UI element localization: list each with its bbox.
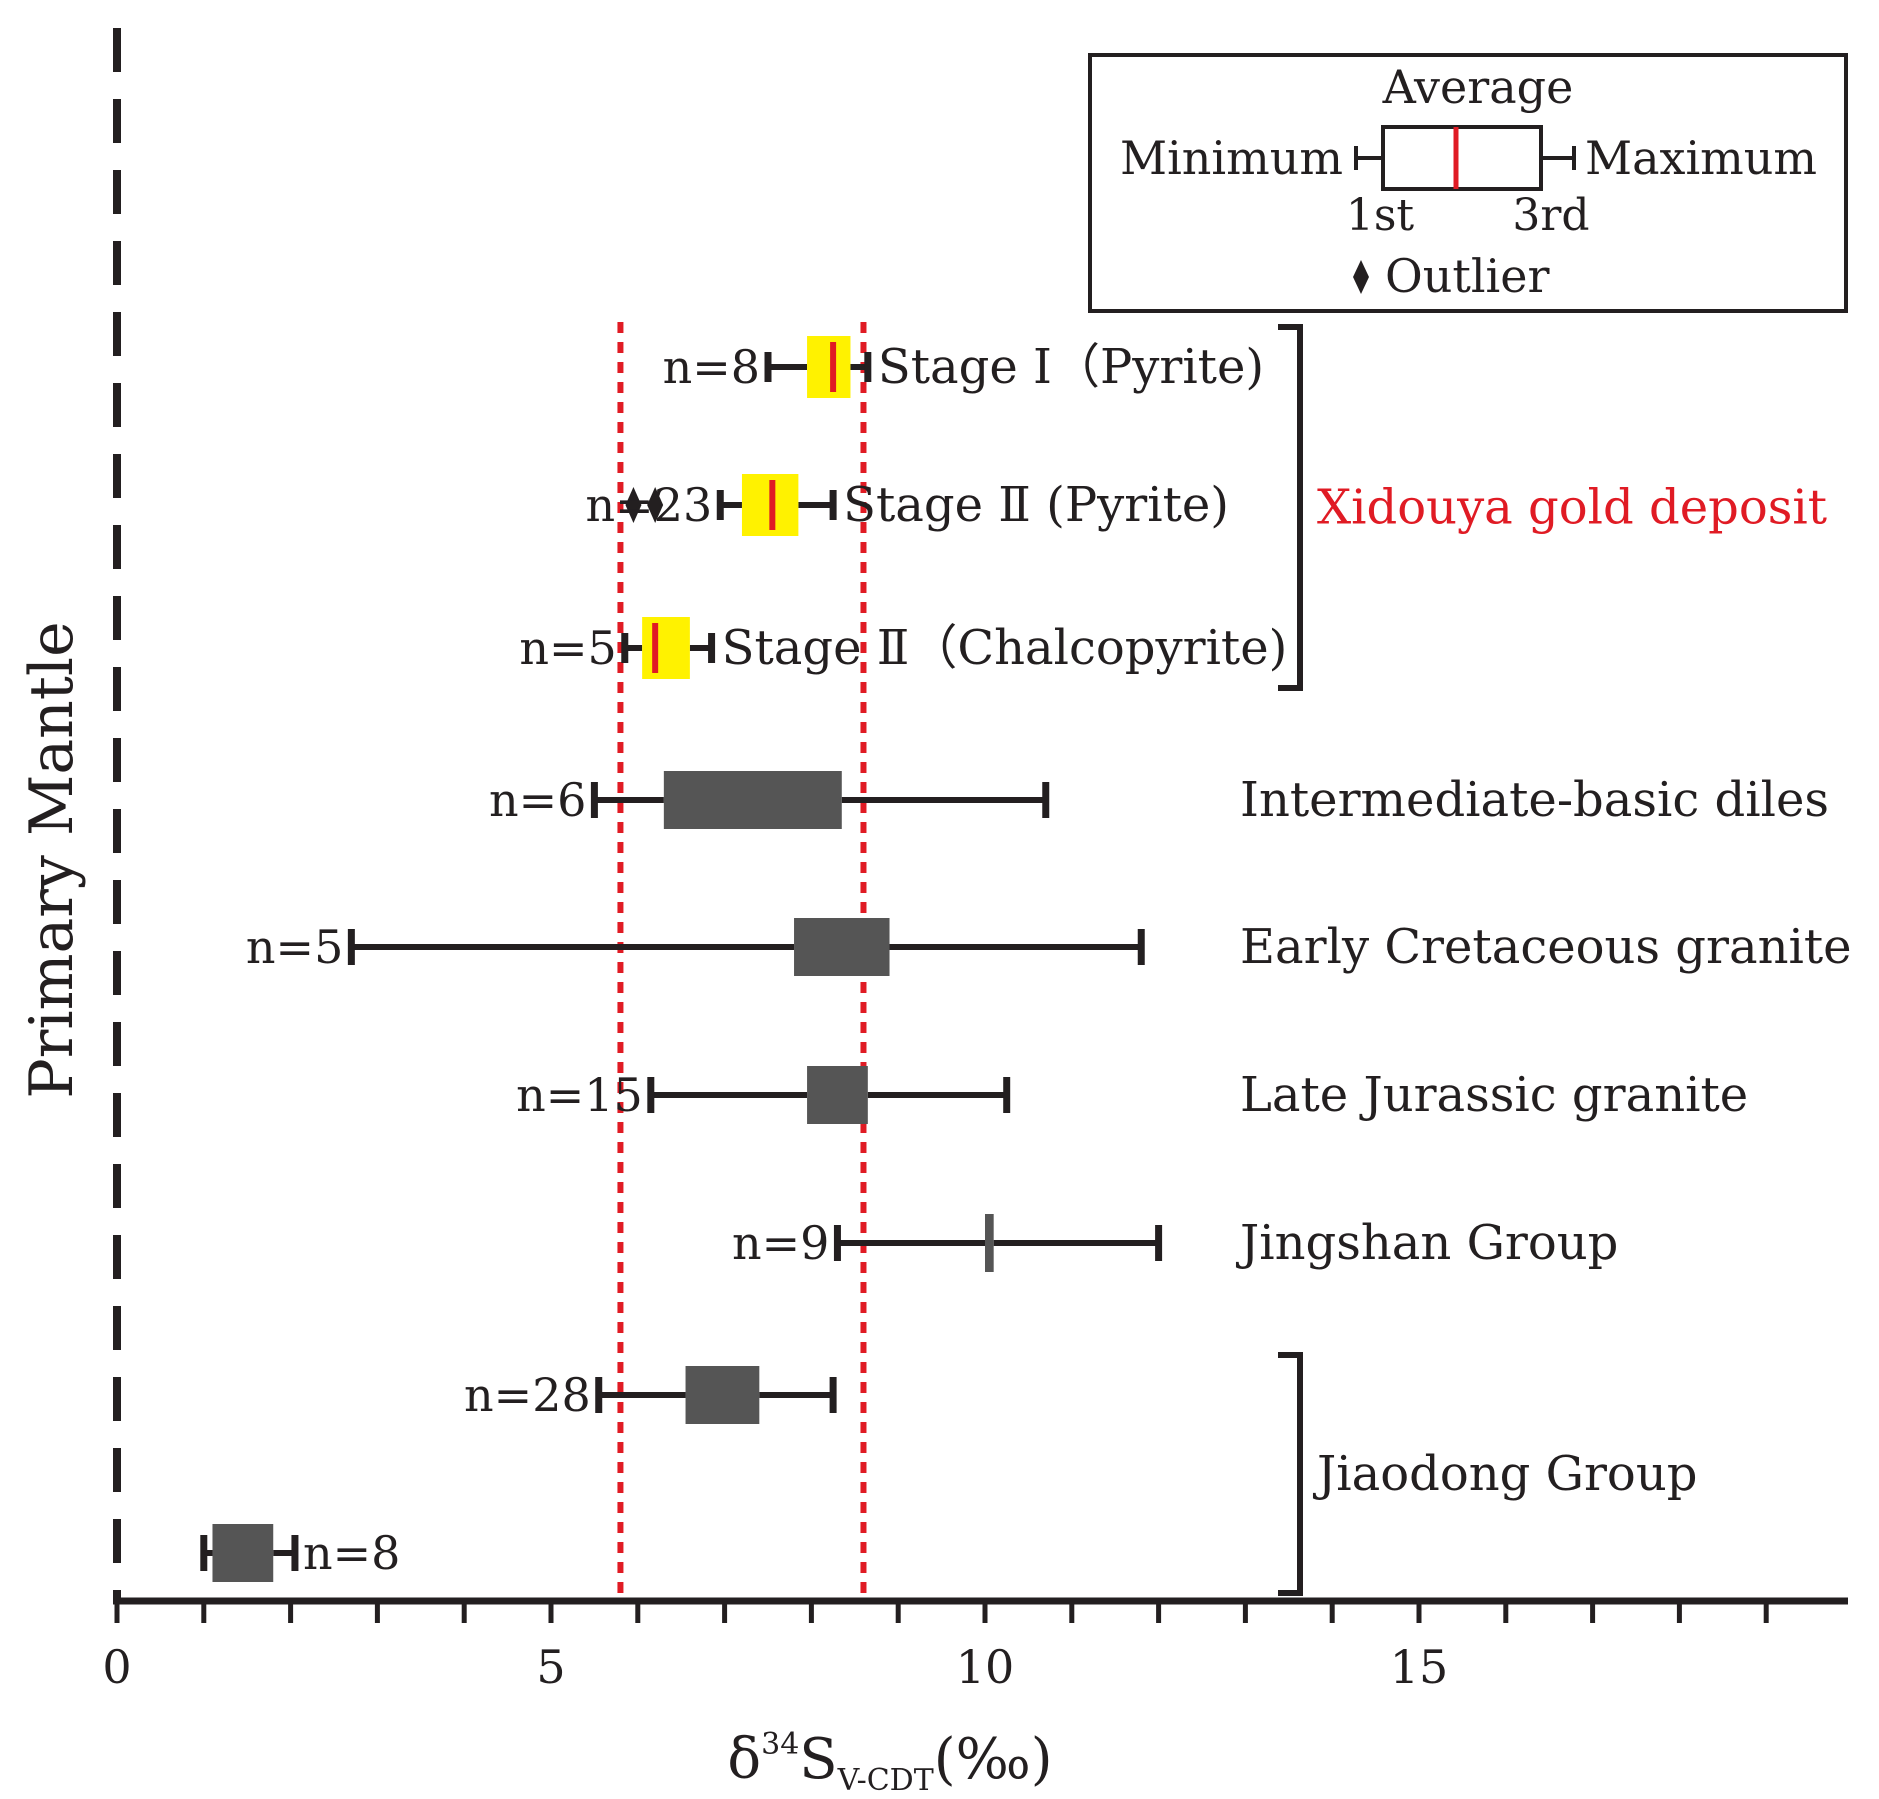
series-label: Late Jurassic granite (1240, 1067, 1748, 1123)
series-label: Intermediate-basic diles (1240, 772, 1829, 828)
series-layer: n=8 Stage Ⅰ（Pyrite)n=23 Stage Ⅱ (Pyrite)n=… (200, 336, 1852, 1582)
box (663, 771, 842, 829)
legend-outlier-label: Outlier (1385, 249, 1549, 303)
n-label: n=23 (586, 478, 713, 532)
n-label: n=8 (303, 1526, 400, 1580)
n-label: n=8 (663, 340, 760, 394)
series-late-jurassic-granite: n=15 Late Jurassic granite (516, 1066, 1748, 1124)
legend: Average Minimum Maximum 1st 3rd Outlier (1088, 53, 1848, 313)
series-jiaodong-group-a: n=28 (464, 1366, 837, 1424)
series-label: Stage Ⅰ（Pyrite) (878, 339, 1264, 395)
series-label: Stage Ⅱ (Pyrite) (843, 477, 1229, 533)
box (807, 336, 851, 398)
series-jingshan-group: n=9 Jingshan Group (732, 1214, 1618, 1272)
group-xidouya: Xidouya gold deposit (1278, 324, 1827, 691)
group-jiaodong: Jiaodong Group (1278, 1352, 1697, 1596)
x-axis: 0 5 10 15 (102, 1597, 1848, 1694)
x-tick-label-10: 10 (956, 1640, 1015, 1694)
box (212, 1524, 274, 1582)
group-bracket (1278, 1352, 1303, 1596)
series-stage2-pyrite: n=23 Stage Ⅱ (Pyrite) (586, 474, 1229, 536)
box (685, 1366, 760, 1424)
box (794, 918, 890, 976)
legend-minimum-label: Minimum (1120, 131, 1343, 185)
x-axis-title-sub: V-CDT (837, 1763, 934, 1798)
x-axis-title-suffix: (‰) (934, 1727, 1053, 1792)
series-label: Early Cretaceous granite (1240, 919, 1852, 975)
n-label: n=28 (464, 1368, 591, 1422)
series-jiaodong-group-b: n=8 (200, 1524, 400, 1582)
outlier-1 (625, 487, 642, 523)
n-label: n=15 (516, 1068, 643, 1122)
group-brackets: Xidouya gold deposit Jiaodong Group (1278, 324, 1827, 1596)
x-axis-title-sup: 34 (761, 1727, 799, 1762)
n-label: n=6 (489, 773, 586, 827)
reference-lines (617, 322, 867, 1601)
series-stage1-pyrite: n=8 Stage Ⅰ（Pyrite) (663, 336, 1264, 398)
series-intermediate-basic-diles: n=6 Intermediate-basic diles (489, 771, 1829, 829)
legend-q1-label: 1st (1346, 190, 1415, 241)
group-label: Jiaodong Group (1312, 1446, 1697, 1502)
box (807, 1066, 868, 1124)
legend-q3-label: 3rd (1512, 190, 1589, 241)
legend-box (1381, 125, 1543, 191)
n-label: n=5 (519, 621, 616, 675)
legend-outlier-diamond (1353, 260, 1369, 294)
x-axis-title-delta: δ (727, 1727, 761, 1792)
series-stage2-chalcopyrite: n=5 Stage Ⅱ（Chalcopyrite) (519, 617, 1287, 679)
x-axis-title-main: S (799, 1727, 837, 1792)
group-label: Xidouya gold deposit (1317, 480, 1827, 536)
primary-mantle-label: Primary Mantle (17, 621, 87, 1098)
series-label: Jingshan Group (1235, 1215, 1618, 1271)
legend-average-label: Average (1382, 60, 1574, 114)
n-label: n=9 (732, 1216, 829, 1270)
x-axis-title: δ34SV-CDT(‰) (727, 1727, 1052, 1798)
box (642, 617, 690, 679)
box (985, 1214, 994, 1272)
outlier-2 (647, 487, 664, 523)
group-bracket (1278, 324, 1303, 691)
x-tick-label-0: 0 (102, 1640, 131, 1694)
n-label: n=5 (246, 920, 343, 974)
series-early-cretaceous-granite: n=5 Early Cretaceous granite (246, 918, 1852, 976)
series-label: Stage Ⅱ（Chalcopyrite) (722, 620, 1288, 676)
x-tick-label-5: 5 (536, 1640, 565, 1694)
legend-maximum-label: Maximum (1585, 131, 1817, 185)
legend-frame (1088, 53, 1848, 313)
x-tick-label-15: 15 (1390, 1640, 1449, 1694)
